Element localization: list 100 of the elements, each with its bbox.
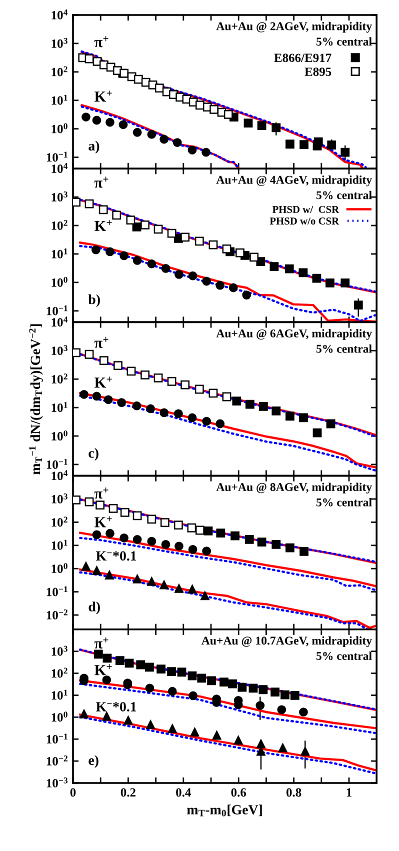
y-tick-label: 10$^{3}$: [52, 646, 68, 656]
point: [102, 654, 112, 663]
point: [248, 684, 258, 693]
annotation: c): [88, 448, 98, 461]
point: [208, 240, 218, 250]
point: [258, 402, 268, 411]
point: [202, 148, 210, 157]
point: [145, 684, 154, 693]
point: [216, 280, 225, 290]
text: 5% central: [316, 498, 372, 506]
y-tick-label: 10$^{0}$: [52, 276, 68, 287]
point: [160, 518, 170, 527]
point: [96, 500, 104, 510]
x-axis-title: m$_{T}$-m$_{0}$[GeV]: [187, 804, 262, 816]
y-tick-label: 10$^{−1}$: [46, 586, 68, 596]
point: [272, 123, 281, 132]
annotation: K$^{+}$: [94, 516, 112, 528]
point: [326, 419, 336, 428]
point: [230, 531, 240, 540]
x-tick-label: 0.8: [286, 788, 302, 797]
y-tick-label: 10$^{3}$: [52, 345, 68, 356]
y-tick-label: 10$^{2}$: [52, 668, 68, 678]
point: [196, 526, 204, 535]
point: [190, 728, 200, 736]
y-tick-label: 10$^{1}$: [52, 690, 68, 700]
point: [168, 686, 177, 696]
point: [174, 520, 183, 530]
point: [216, 528, 226, 538]
point: [238, 682, 247, 692]
point: [92, 392, 102, 401]
point: [147, 576, 156, 586]
point: [228, 679, 237, 688]
point: [188, 691, 198, 700]
point: [256, 701, 265, 710]
point: [204, 526, 213, 536]
annotation: K$^{+}$: [94, 376, 112, 388]
point: [196, 100, 204, 110]
point: [256, 257, 266, 266]
point: [98, 205, 108, 214]
point: [207, 676, 216, 686]
point: [147, 259, 156, 268]
point: [244, 118, 253, 128]
y-tick-label: 10$^{3}$: [52, 493, 68, 504]
point: [136, 660, 146, 670]
point: [172, 138, 182, 147]
point: [197, 674, 206, 683]
point: [80, 390, 88, 399]
point: [270, 688, 280, 696]
point: [168, 724, 177, 734]
y-tick-label: 10$^{4}$: [52, 9, 68, 20]
point: [326, 278, 334, 288]
point: [280, 690, 290, 700]
point: [277, 705, 286, 714]
point: [84, 199, 94, 208]
point: [187, 523, 196, 532]
point: [174, 270, 184, 279]
point: [272, 540, 281, 549]
point: [174, 409, 183, 418]
point: [132, 535, 142, 544]
point: [299, 708, 308, 717]
y-tick-label: 10$^{−3}$: [46, 777, 68, 788]
point: [299, 413, 308, 422]
annotation: π$^{+}$: [94, 36, 108, 48]
point: [132, 574, 142, 584]
point: [188, 413, 197, 422]
point: [140, 220, 150, 230]
point: [118, 120, 128, 130]
point: [124, 658, 134, 668]
annotation: K$^{+}$: [94, 90, 112, 102]
point: [256, 739, 266, 748]
point: [194, 384, 204, 394]
point: [200, 591, 210, 600]
y-tick-label: 10$^{0}$: [52, 563, 68, 574]
point: [146, 404, 155, 414]
point: [245, 400, 254, 409]
text: 5% central: [316, 652, 372, 660]
y-tick-label: 10$^{−1}$: [46, 305, 68, 316]
annotation: π$^{+}$: [94, 488, 108, 499]
point: [258, 685, 268, 694]
point: [167, 228, 176, 238]
point: [220, 678, 228, 686]
point: [117, 398, 126, 407]
point: [285, 140, 294, 149]
point: [160, 134, 169, 144]
annotation: π$^{+}$: [94, 336, 108, 348]
y-tick-label: 10$^{2}$: [52, 374, 68, 384]
text: 5% central: [316, 190, 372, 200]
point: [106, 247, 114, 256]
point: [300, 140, 308, 149]
point: [146, 720, 155, 730]
point: [216, 419, 225, 428]
point: [132, 511, 142, 520]
point: [340, 278, 350, 288]
text: Au+Au @ 6AGeV, midrapidity: [216, 329, 372, 340]
annotation: π$^{+}$: [94, 176, 108, 188]
y-tick-label: 10$^{−2}$: [46, 609, 68, 620]
point: [327, 140, 336, 150]
y-tick-label: 10$^{1}$: [52, 540, 68, 550]
point: [132, 128, 142, 137]
legend-label: E895: [304, 68, 332, 76]
